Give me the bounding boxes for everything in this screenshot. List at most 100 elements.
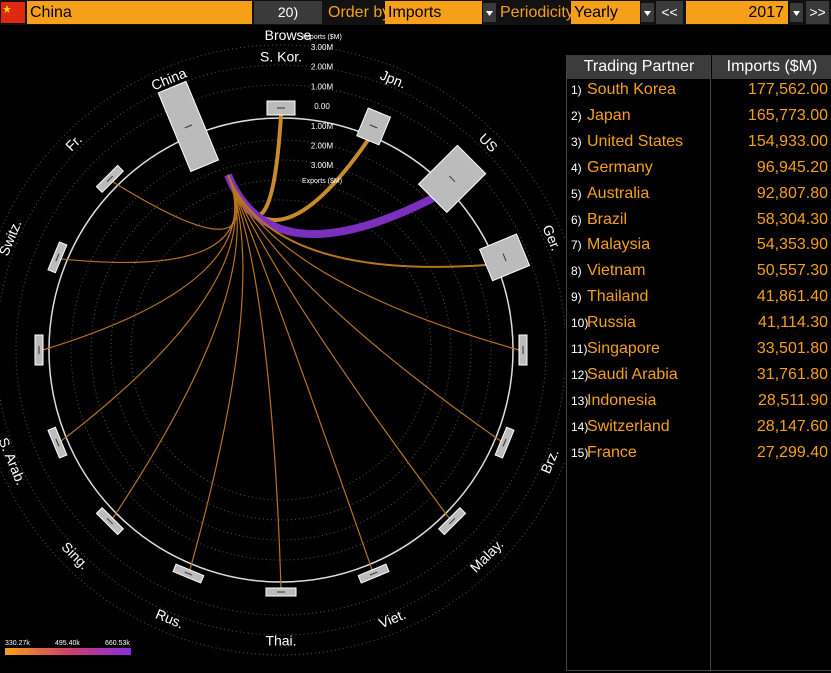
import-value: 165,773.00: [747, 106, 828, 124]
import-value: 41,861.40: [756, 288, 828, 306]
scale-tick-label: 2.00M: [311, 63, 334, 72]
table-row[interactable]: 15) France 27,299.40: [567, 440, 831, 466]
import-value: 50,557.30: [756, 262, 828, 280]
table-row[interactable]: 6) Brazil 58,304.30: [567, 207, 831, 233]
node-label: US: [476, 130, 501, 155]
table-row[interactable]: 2) Japan 165,773.00: [567, 103, 831, 129]
scale-tick-label: 3.00M: [311, 161, 334, 170]
trade-link: [227, 174, 373, 571]
country-field[interactable]: China: [27, 1, 252, 24]
next-button[interactable]: >>: [806, 1, 829, 24]
trade-link: [227, 174, 520, 351]
table-row[interactable]: 12) Saudi Arabia 31,761.80: [567, 362, 831, 388]
prev-button[interactable]: <<: [656, 1, 683, 24]
dropdown-arrow[interactable]: [641, 3, 654, 22]
row-rank: 14): [571, 419, 589, 434]
row-rank: 6): [571, 212, 582, 227]
node-tick: [369, 571, 378, 576]
partner-name: Russia: [587, 314, 636, 332]
node-tick: [184, 571, 193, 576]
import-value: 177,562.00: [747, 81, 828, 98]
scale: Imports ($M) Exports ($M) 3.00M 2.00M 1.00…: [302, 34, 342, 185]
trade-link: [112, 174, 238, 230]
row-rank: 3): [571, 134, 582, 149]
node-label: Rus.: [153, 606, 186, 632]
scale-tick-label: 1.00M: [311, 82, 334, 91]
row-rank: 13): [571, 393, 589, 408]
year-field[interactable]: 2017: [686, 1, 788, 24]
import-value: 96,945.20: [756, 158, 828, 176]
partner-name: Vietnam: [587, 262, 646, 280]
partner-name: Malaysia: [587, 236, 651, 254]
node-tick: [184, 124, 193, 129]
dropdown-arrow[interactable]: [790, 3, 803, 22]
scale-tick-label: 0.00: [314, 102, 330, 111]
dropdown-arrow[interactable]: [483, 3, 496, 22]
browse-button[interactable]: 20) Browse: [254, 1, 322, 43]
table-row[interactable]: 14) Switzerland 28,147.60: [567, 414, 831, 440]
partner-name: Indonesia: [587, 391, 657, 409]
row-rank: 5): [571, 186, 582, 201]
legend-gradient: [5, 648, 131, 655]
row-rank: 1): [571, 83, 582, 97]
table-row[interactable]: 8) Vietnam 50,557.30: [567, 258, 831, 284]
dotted-ring: [0, 44, 565, 656]
partner-table: Trading Partner Imports ($M) 1) South Kor…: [566, 55, 831, 671]
table-row[interactable]: 3) United States 154,933.00: [567, 129, 831, 155]
import-value: 54,353.90: [756, 236, 828, 254]
trade-link: [189, 174, 244, 571]
periodicity-label: Periodicity: [500, 4, 574, 21]
legend-label: 330.27k: [5, 640, 30, 647]
row-rank: 10): [571, 316, 589, 331]
node-label: Brz.: [537, 447, 561, 476]
node-tick: [55, 253, 60, 262]
scale-tick-label: 2.00M: [311, 142, 334, 151]
trade-link: [227, 174, 502, 442]
table-row[interactable]: 4) Germany 96,945.20: [567, 155, 831, 181]
order-by-field[interactable]: Imports: [385, 1, 482, 24]
node-label: Fr.: [62, 131, 85, 154]
scale-tick-label: 1.00M: [311, 122, 334, 131]
column-header[interactable]: Imports ($M): [712, 55, 831, 79]
column-header[interactable]: Trading Partner: [567, 55, 711, 79]
nodes: S. Kor.Jpn.USGer.Austl.Brz.Malay.Viet.Th…: [0, 49, 565, 649]
dotted-ring: [110, 179, 452, 521]
node-label: Malay.: [467, 536, 507, 576]
partner-name: France: [587, 443, 637, 461]
import-value: 27,299.40: [756, 443, 828, 461]
node-tick: [106, 517, 114, 525]
trade-link: [112, 174, 238, 519]
row-rank: 8): [571, 264, 582, 279]
partner-name: Saudi Arabia: [587, 365, 678, 383]
node-label: Ger.: [540, 222, 565, 253]
table-row[interactable]: 5) Australia 92,807.80: [567, 181, 831, 207]
trade-flow-diagram: S. Kor.Jpn.USGer.Austl.Brz.Malay.Viet.Th…: [0, 34, 565, 656]
node-label: Viet.: [376, 606, 408, 631]
import-value: 31,761.80: [756, 365, 828, 383]
partner-name: Germany: [587, 158, 653, 176]
table-row[interactable]: 10) Russia 41,114.30: [567, 310, 831, 336]
node-label: Thai.: [265, 633, 296, 649]
import-value: 58,304.30: [756, 210, 828, 228]
node-tick: [106, 175, 114, 183]
row-rank: 12): [571, 367, 589, 382]
table-row[interactable]: 13) Indonesia 28,511.90: [567, 388, 831, 414]
table-row[interactable]: 7) Malaysia 54,353.90: [567, 232, 831, 258]
row-rank: 15): [571, 445, 589, 460]
partner-name: South Korea: [587, 81, 676, 98]
import-value: 28,511.90: [758, 391, 828, 409]
periodicity-field[interactable]: Yearly: [571, 1, 640, 24]
table-row[interactable]: 11) Singapore 33,501.80: [567, 336, 831, 362]
dotted-ring: [130, 199, 432, 501]
partner-name: United States: [587, 132, 684, 150]
table-row[interactable]: 1) South Korea 177,562.00: [567, 77, 831, 103]
partner-name: Brazil: [587, 210, 628, 228]
node-label: S. Kor.: [260, 49, 302, 65]
scale-bottom-label: Exports ($M): [302, 178, 342, 185]
trade-link: [227, 174, 282, 589]
flag-icon: [1, 2, 25, 23]
table-row[interactable]: 9) Thailand 41,861.40: [567, 284, 831, 310]
row-rank: 2): [571, 108, 582, 123]
legend-label: 660.53k: [105, 640, 130, 647]
